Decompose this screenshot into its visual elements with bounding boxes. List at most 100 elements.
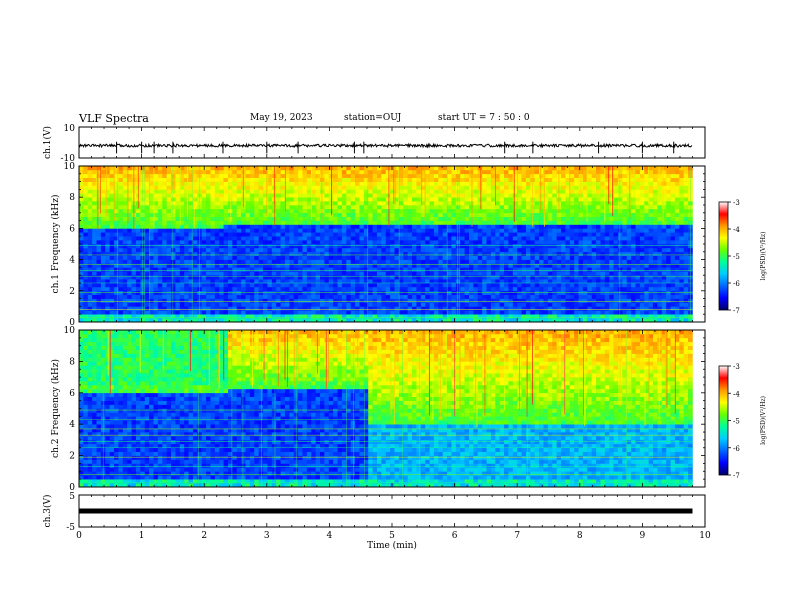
spectrogram-cell: [407, 177, 413, 182]
spectrogram-cell: [241, 302, 246, 307]
spectrogram-cell: [337, 189, 343, 194]
spectrogram-cell: [298, 173, 303, 178]
spectrogram-cell: [153, 302, 159, 307]
spectrogram-cell: [420, 197, 426, 202]
spectrogram-cell: [530, 271, 536, 276]
spectrogram-cell: [223, 275, 229, 280]
spectrogram-cell: [385, 240, 391, 245]
spectrogram-cell: [482, 197, 487, 202]
spectrogram-cell: [486, 208, 492, 214]
spectrogram-cell: [613, 275, 619, 280]
spectrogram-cell: [162, 251, 167, 256]
spectrogram-cell: [179, 302, 185, 307]
spectrogram-cell: [131, 259, 137, 264]
spectrogram-cell: [543, 318, 549, 323]
spectrogram-cell: [359, 189, 365, 194]
spectrogram-cell: [105, 166, 110, 171]
spectrogram-cell: [87, 314, 93, 319]
spectrogram-cell: [398, 212, 404, 217]
spectrogram-cell: [504, 290, 509, 295]
spectrogram-cell: [289, 169, 295, 175]
spectrogram-cell: [289, 314, 295, 319]
spectrogram-cell: [569, 286, 575, 292]
spectrogram-cell: [227, 177, 233, 182]
spectrogram-cell: [525, 267, 531, 272]
spectrogram-cell: [118, 208, 124, 214]
spectrogram-cell: [149, 228, 154, 233]
spectrogram-cell: [232, 255, 238, 260]
spectrogram-cell: [96, 271, 102, 276]
spectrogram-cell: [569, 318, 575, 323]
spectrogram-cell: [245, 193, 251, 198]
spectrogram-cell: [604, 247, 610, 253]
spectrogram-cell: [92, 169, 97, 175]
spectrogram-cell: [355, 267, 360, 272]
spectrogram-cell: [105, 306, 110, 311]
spectrogram-cell: [574, 286, 579, 292]
spectrogram-cell: [232, 181, 238, 186]
spectrogram-cell: [206, 244, 211, 249]
spectrogram-cell: [122, 251, 128, 256]
spectrogram-cell: [385, 173, 391, 178]
spectrogram-cell: [157, 263, 163, 268]
spectrogram-cell: [298, 275, 303, 280]
spectrogram-cell: [447, 220, 452, 225]
spectrogram-cell: [140, 197, 146, 202]
spectrogram-cell: [473, 201, 479, 206]
spectrogram-cell: [569, 208, 575, 214]
spectrogram-cell: [416, 271, 422, 276]
spectrogram-cell: [153, 216, 159, 221]
spectrogram-cell: [236, 267, 242, 272]
spectrogram-cell: [394, 173, 400, 178]
spectrogram-cell: [561, 244, 566, 249]
spectrogram-cell: [412, 263, 417, 268]
spectrogram-cell: [333, 177, 338, 182]
spectrogram-cell: [114, 247, 119, 253]
spectrogram-cell: [569, 197, 575, 202]
spectrogram-cell: [267, 247, 273, 253]
spectrogram-cell: [574, 275, 579, 280]
spectrogram-cell: [162, 275, 167, 280]
spectrogram-cell: [600, 279, 606, 284]
spectrogram-cell: [131, 267, 137, 272]
spectrogram-cell: [267, 173, 273, 178]
spectrogram-cell: [587, 298, 592, 303]
spectrogram-cell: [293, 244, 299, 249]
spectrogram-cell: [574, 267, 579, 272]
spectrogram-cell: [188, 306, 194, 311]
spectrogram-cell: [249, 298, 255, 303]
spectrogram-cell: [403, 193, 408, 198]
spectrogram-cell: [153, 228, 159, 233]
spectrogram-cell: [617, 244, 623, 249]
spectrogram-cell: [565, 232, 571, 237]
spectrogram-cell: [543, 244, 549, 249]
spectrogram-cell: [337, 181, 343, 186]
spectrogram-cell: [490, 271, 496, 276]
spectrogram-cell: [490, 298, 496, 303]
spectrogram-cell: [490, 185, 496, 190]
spectrogram-cell: [372, 228, 378, 233]
spectrogram-cell: [162, 212, 167, 217]
spectrogram-cell: [162, 263, 167, 268]
spectrogram-cell: [622, 208, 628, 214]
spectrogram-cell: [302, 212, 308, 217]
spectrogram-cell: [596, 290, 601, 295]
spectrogram-cell: [390, 240, 395, 245]
spectrogram-cell: [179, 220, 185, 225]
spectrogram-cell: [263, 279, 268, 284]
spectrogram-cell: [455, 205, 461, 210]
spectrogram-cell: [512, 232, 518, 237]
spectrogram-cell: [236, 279, 242, 284]
spectrogram-cell: [464, 236, 470, 241]
spectrogram-cell: [539, 286, 544, 292]
spectrogram-cell: [512, 318, 518, 323]
spectrogram-cell: [328, 169, 334, 175]
spectrogram-cell: [609, 244, 614, 249]
spectrogram-cell: [192, 240, 198, 245]
spectrogram-cell: [83, 263, 89, 268]
spectrogram-cell: [504, 212, 509, 217]
spectrogram-cell: [346, 169, 351, 175]
spectrogram-cell: [293, 173, 299, 178]
spectrogram-cell: [337, 208, 343, 214]
spectrogram-cell: [276, 310, 281, 315]
